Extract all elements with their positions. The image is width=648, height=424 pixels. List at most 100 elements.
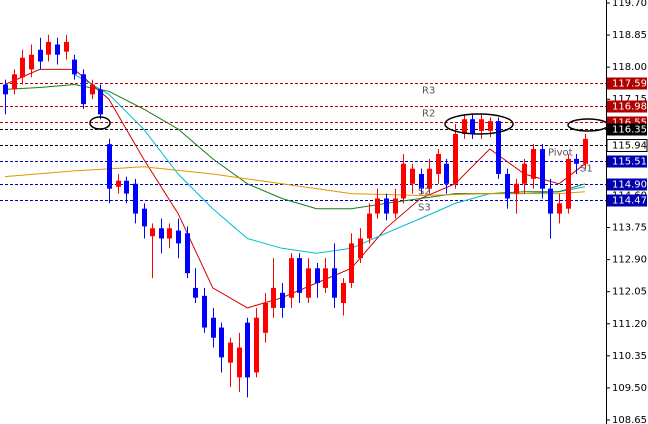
y-tick-label: 117.15 [612,94,647,105]
level-label: 114.47 [612,196,647,207]
y-tick-label: 112.05 [612,287,647,298]
y-tick-label: 113.75 [612,223,647,234]
candle-body [514,183,519,194]
candle-body [245,322,250,378]
candle-body [29,54,34,70]
candle-body [159,228,164,239]
level-name: Pivot [548,148,573,159]
candle-body [64,41,69,52]
candle-body [505,173,510,199]
candle-body [583,138,588,164]
annotation-ellipse [89,116,111,130]
level-label: 117.59 [612,79,647,90]
candle-body [55,44,60,55]
candle-body [427,168,432,189]
level-label: 115.51 [612,157,647,168]
candle-body [12,74,17,90]
y-tick-label: 118.00 [612,62,647,73]
level-box [607,155,647,168]
candle-body [384,198,389,214]
candle-body [531,149,536,179]
candle-body [280,292,285,308]
candle-body [462,119,467,134]
candle-body [488,121,493,131]
candle-body [393,198,398,214]
candle-body [367,213,372,239]
candle-body [254,317,259,373]
candle-body [436,153,441,174]
y-tick-label: 118.85 [612,30,647,41]
level-label: 115.94 [612,141,647,152]
candle-body [349,243,354,284]
y-tick-label: 111.20 [612,319,647,330]
candle-body [263,303,268,333]
candle-body [3,84,8,95]
candle-body [72,59,77,75]
candle-body [133,183,138,214]
candle-body [574,158,579,164]
candle-body [98,89,103,115]
candle-body [271,287,276,308]
y-tick-label: 109.50 [612,383,647,394]
candle-body [193,287,198,298]
candle-body [453,133,458,184]
candle-body [38,49,43,62]
plot [0,34,606,398]
candle-body [297,258,302,293]
candle-body [410,168,415,184]
candle-body [548,188,553,214]
level-box [607,100,647,113]
candle-body [375,198,380,214]
y-tick-label: 110.35 [612,351,647,362]
annotation-ellipse [444,113,514,135]
candle-body [470,119,475,134]
candle-body [306,268,311,298]
candle-body [479,119,484,131]
level-label: 116.98 [612,102,647,113]
candle-body [202,295,207,328]
level-box [607,178,647,191]
candle-body [522,163,527,184]
candle-body [167,228,172,239]
candle-body [358,238,363,259]
level-box [606,139,648,152]
level-label: 116.35 [612,125,647,136]
candle-body [90,84,95,95]
candle-body [289,258,294,298]
candle-body [444,163,449,184]
candle-body [185,233,190,274]
y-tick-label: 112.90 [612,255,647,266]
level-name: S2 [418,187,431,198]
candle-body [557,203,562,214]
candle-body [20,57,25,78]
candle-body [237,347,242,378]
candle-body [219,327,224,358]
level-label: 114.90 [612,180,647,191]
candle-body [150,228,155,237]
level-name: R2 [422,109,435,120]
level-name: S1 [580,164,593,175]
level-label: 116.55 [612,118,647,129]
candle-body [211,317,216,338]
level-box [607,123,647,136]
candle-body [419,173,424,189]
level-name: R3 [422,86,435,97]
candle-body [315,268,320,284]
candle-body [228,342,233,363]
candle-body [116,180,121,187]
level-box [607,194,647,207]
candle-body [341,283,346,304]
candle-body [142,208,147,227]
level-name: S3 [418,203,431,214]
candle-body [496,121,501,174]
candle-body [566,158,571,209]
candle-body [332,268,337,298]
candle-body [401,163,406,199]
y-tick-label: 108.65 [612,415,647,424]
candle-body [46,41,51,55]
candle-body [540,149,545,189]
candle-body [81,74,86,105]
candle-body [323,268,328,288]
